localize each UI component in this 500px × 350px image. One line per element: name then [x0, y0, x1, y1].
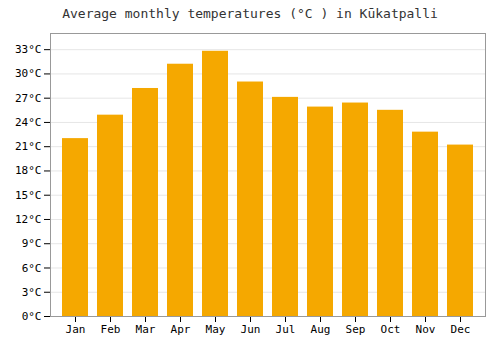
svg-text:3°C: 3°C — [22, 286, 42, 299]
svg-text:Sep: Sep — [346, 323, 366, 336]
svg-text:Oct: Oct — [381, 323, 401, 336]
svg-text:Jan: Jan — [66, 323, 86, 336]
html-text:Average monthly temperatures (: Average monthly temperatures (°C ) in Kū… — [62, 6, 438, 21]
svg-text:30°C: 30°C — [15, 67, 42, 80]
svg-text:15°C: 15°C — [15, 189, 42, 202]
svg-text:Jul: Jul — [276, 323, 296, 336]
svg-text:Jun: Jun — [241, 323, 261, 336]
svg-text:Dec: Dec — [451, 323, 471, 336]
svg-text:33°C: 33°C — [15, 43, 42, 56]
svg-text:0°C: 0°C — [22, 310, 42, 323]
svg-text:6°C: 6°C — [22, 262, 42, 275]
svg-text:Feb: Feb — [101, 323, 121, 336]
svg-text:24°C: 24°C — [15, 116, 42, 129]
svg-text:Nov: Nov — [416, 323, 436, 336]
svg-text:Aug: Aug — [311, 323, 331, 336]
svg-text:27°C: 27°C — [15, 92, 42, 105]
svg-text:Mar: Mar — [136, 323, 156, 336]
svg-text:12°C: 12°C — [15, 213, 42, 226]
svg-text:Apr: Apr — [171, 323, 191, 336]
svg-text:May: May — [206, 323, 226, 336]
svg-text:9°C: 9°C — [22, 237, 42, 250]
svg-text:21°C: 21°C — [15, 140, 42, 153]
svg-text:18°C: 18°C — [15, 164, 42, 177]
